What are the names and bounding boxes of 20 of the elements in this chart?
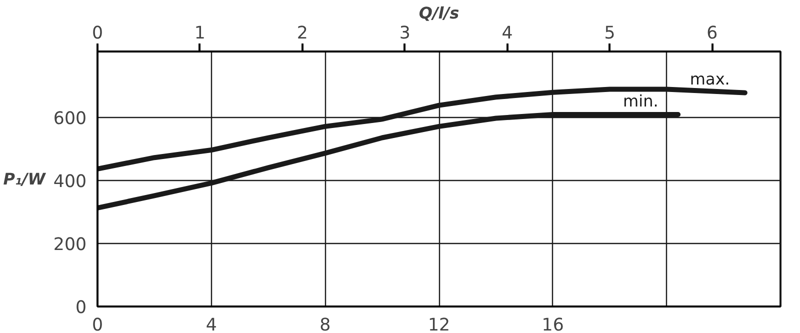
x2-tick-label: 4 [502,24,513,44]
x2-tick-label: 5 [604,24,616,44]
y-tick-label: 200 [53,235,87,256]
x-tick-label: 0 [92,316,104,333]
x2-tick-label: 6 [706,24,718,44]
x-tick-label: 12 [428,316,450,333]
y-axis-title: P₁/W [3,170,47,188]
x-tick-label: 16 [542,316,564,333]
x-tick-label: 4 [206,316,217,333]
y-tick-label: 600 [53,109,87,130]
y-tick-label: 0 [75,298,87,318]
x2-tick-label: 2 [296,24,308,44]
x2-tick-label: 3 [399,24,410,44]
x2-tick-label: 1 [194,24,206,44]
series-label: max. [690,70,730,89]
x-tick-label: 8 [320,316,331,333]
y-tick-label: 400 [53,172,87,192]
x2-tick-label: 0 [92,24,104,44]
x2-axis-title: Q/l/s [418,4,460,22]
series-label: min. [623,91,658,110]
